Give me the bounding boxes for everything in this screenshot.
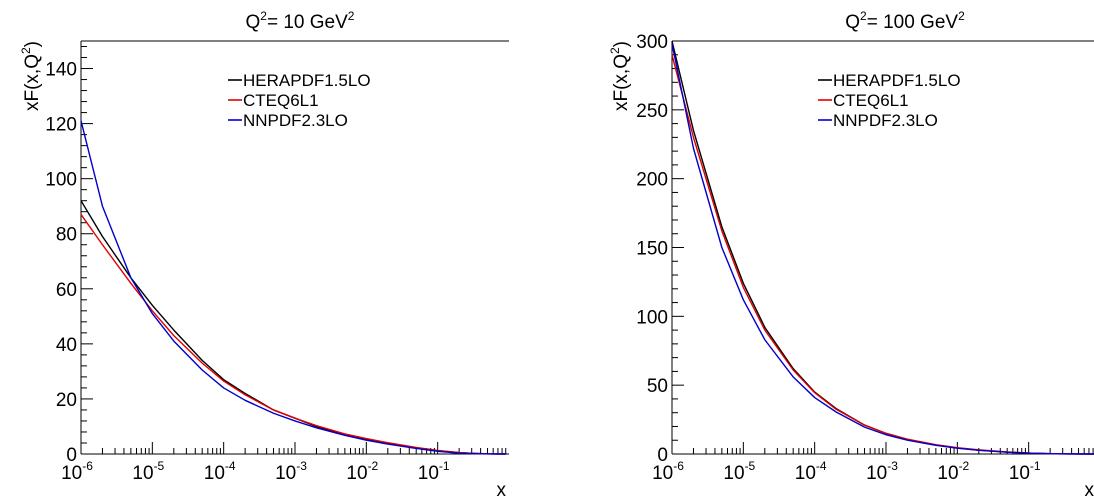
chart-panel-1: Q2= 10 GeV2 xF(x,Q2) x 0 20 40 60 80 100 120 140 10…: [19, 9, 509, 499]
legend-label: HERAPDF1.5LO: [243, 71, 371, 90]
x-tick-label: 10-2: [937, 459, 969, 484]
chart-panel-2: Q2= 100 GeV2 xF(x,Q2) x 0 50 100 150 200 250 300 1…: [608, 9, 1094, 499]
x-axis-label: x: [1085, 480, 1094, 499]
y-tick-label: 140: [45, 60, 77, 81]
y-tick-label: 200: [636, 170, 668, 191]
y-axis-label: xF(x,Q2): [19, 41, 43, 111]
legend-label: NNPDF2.3LO: [833, 111, 938, 130]
x-tick-label: 10-1: [1009, 459, 1041, 484]
legend-label: HERAPDF1.5LO: [833, 71, 961, 90]
x-tick-label: 10-2: [346, 459, 378, 484]
series-line-nnpdf2-3lo: [671, 43, 1094, 455]
x-axis-label: x: [497, 480, 507, 499]
y-tick-label: 120: [45, 115, 77, 136]
x-tick-label: 10-6: [61, 459, 93, 484]
chart-title: Q2= 10 GeV2: [246, 9, 355, 33]
series-line-nnpdf2-3lo: [80, 120, 506, 455]
x-tick-label: 10-6: [652, 459, 684, 484]
x-tick-label: 10-4: [795, 459, 827, 484]
y-tick-label: 100: [45, 170, 77, 191]
y-tick-label: 80: [56, 225, 77, 246]
x-tick-label: 10-1: [418, 459, 450, 484]
y-tick-label: 100: [636, 307, 668, 328]
x-tick-label: 10-5: [723, 459, 755, 484]
y-tick-label: 40: [56, 335, 77, 356]
y-axis-label: xF(x,Q2): [608, 41, 632, 111]
y-tick-label: 250: [636, 101, 668, 122]
y-tick-label: 60: [56, 280, 77, 301]
chart-title: Q2= 100 GeV2: [845, 9, 965, 33]
y-tick-label: 300: [636, 32, 668, 53]
x-tick-label: 10-4: [204, 459, 236, 484]
legend-label: CTEQ6L1: [833, 91, 909, 110]
y-tick-label: 0: [657, 445, 668, 466]
y-tick-label: 20: [56, 390, 77, 411]
series-line-herapdf1-5lo: [80, 200, 506, 455]
x-tick-label: 10-3: [866, 459, 898, 484]
legend-label: NNPDF2.3LO: [243, 111, 348, 130]
legend-label: CTEQ6L1: [243, 91, 319, 110]
y-tick-label: 0: [66, 445, 77, 466]
x-tick-label: 10-3: [275, 459, 307, 484]
y-tick-label: 150: [636, 239, 668, 260]
series-line-cteq6l1: [80, 214, 506, 455]
x-tick-label: 10-5: [132, 459, 164, 484]
y-tick-label: 50: [647, 376, 668, 397]
